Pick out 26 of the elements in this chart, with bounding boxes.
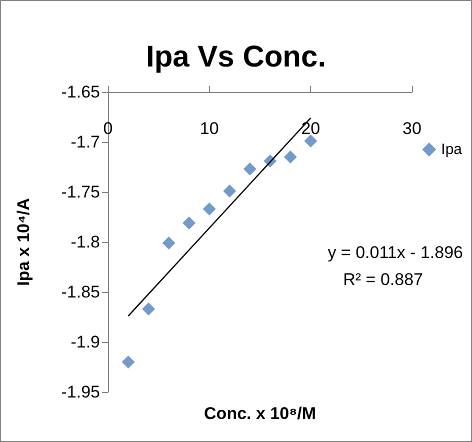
point <box>304 134 318 148</box>
x-tick-label: 0 <box>103 119 113 138</box>
y-tick-label: -1.7 <box>70 132 100 152</box>
y-tick-label: -1.85 <box>61 282 100 302</box>
x-tick-label: 10 <box>200 119 219 138</box>
y-tick-label: -1.75 <box>61 182 100 202</box>
legend-label: Ipa <box>441 141 463 158</box>
point <box>202 202 216 216</box>
chart-title: Ipa Vs Conc. <box>146 40 326 74</box>
point <box>182 216 196 230</box>
point <box>284 150 297 164</box>
point <box>223 184 236 198</box>
point <box>142 302 156 316</box>
y-tick-label: -1.9 <box>70 332 100 352</box>
annotation: y = 0.011x - 1.896 <box>328 243 464 262</box>
y-tick-label: -1.95 <box>61 382 100 402</box>
annotation: R² = 0.887 <box>343 270 424 289</box>
y-tick-label: -1.8 <box>70 232 100 252</box>
y-axis-title: Ipa x 10⁴/A <box>14 198 33 286</box>
x-tick-label: 20 <box>301 119 320 138</box>
x-axis-title: Conc. x 10⁸/M <box>204 404 316 423</box>
x-tick-label: 30 <box>402 119 422 138</box>
point <box>162 236 176 250</box>
point <box>243 162 256 176</box>
point <box>122 356 135 368</box>
y-tick-label: -1.65 <box>61 82 100 102</box>
